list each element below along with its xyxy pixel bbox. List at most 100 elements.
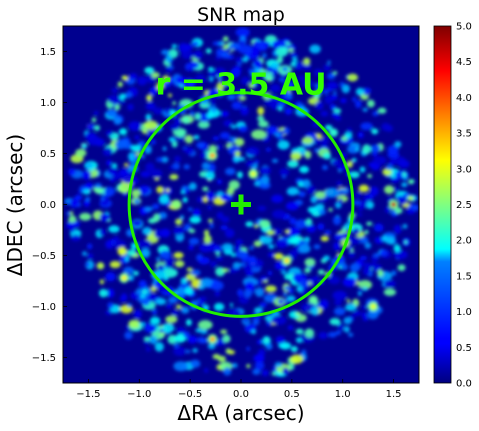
speckle-blob (200, 151, 207, 159)
speckle-blob (200, 329, 208, 335)
speckle-blob (355, 100, 362, 109)
speckle-blob (126, 249, 137, 257)
speckle-blob (364, 229, 369, 235)
speckle-blob (224, 228, 235, 238)
speckle-blob (260, 276, 268, 281)
speckle-blob (147, 101, 155, 110)
speckle-blob (235, 27, 250, 38)
speckle-blob (111, 87, 118, 93)
speckle-blob (193, 50, 203, 60)
speckle-blob (79, 212, 92, 221)
speckle-blob (158, 332, 166, 337)
speckle-blob (287, 159, 299, 168)
speckle-blob (254, 67, 261, 74)
speckle-blob (290, 52, 298, 58)
x-tick-label: 1.5 (386, 389, 402, 400)
speckle-blob (221, 53, 226, 57)
speckle-blob (230, 303, 233, 307)
speckle-blob (332, 290, 347, 301)
speckle-blob (197, 120, 210, 129)
speckle-blob (343, 316, 353, 325)
speckle-blob (238, 125, 248, 133)
speckle-blob (173, 226, 185, 236)
speckle-blob (322, 152, 332, 160)
speckle-blob (168, 137, 175, 143)
speckle-blob (145, 162, 155, 172)
speckle-blob (130, 144, 142, 152)
speckle-blob (357, 206, 363, 212)
speckle-blob (363, 195, 371, 202)
speckle-blob (196, 196, 204, 203)
speckle-blob (145, 113, 152, 121)
speckle-blob (257, 115, 265, 122)
speckle-blob (303, 240, 310, 246)
speckle-blob (257, 106, 265, 116)
speckle-blob (383, 279, 396, 289)
speckle-blob (369, 186, 379, 197)
speckle-blob (304, 267, 311, 274)
y-axis-label: ΔDEC (arcsec) (3, 134, 27, 276)
speckle-blob (371, 261, 376, 266)
speckle-blob (289, 217, 297, 225)
speckle-blob (349, 262, 360, 273)
speckle-blob (224, 167, 236, 176)
speckle-blob (280, 270, 287, 275)
speckle-blob (245, 146, 260, 157)
speckle-blob (322, 164, 328, 171)
speckle-blob (109, 177, 116, 183)
speckle-blob (184, 43, 193, 51)
speckle-blob (328, 331, 337, 338)
speckle-blob (105, 309, 113, 316)
speckle-blob (144, 206, 153, 212)
speckle-blob (311, 306, 320, 316)
colorbar-tick-label: 5.0 (456, 22, 472, 33)
speckle-blob (110, 171, 117, 176)
speckle-blob (385, 124, 393, 132)
speckle-blob (94, 124, 101, 131)
speckle-blob (358, 184, 370, 193)
speckle-blob (168, 165, 175, 170)
speckle-blob (133, 198, 141, 205)
speckle-blob (324, 187, 340, 198)
speckle-blob (173, 334, 187, 343)
speckle-blob (355, 147, 360, 152)
speckle-blob (166, 303, 172, 309)
speckle-blob (165, 66, 172, 73)
speckle-blob (361, 312, 367, 318)
speckle-blob (282, 367, 290, 376)
speckle-blob (187, 335, 198, 344)
speckle-blob (242, 56, 249, 63)
speckle-blob (333, 233, 345, 241)
speckle-blob (318, 89, 325, 94)
speckle-blob (304, 328, 315, 338)
speckle-blob (363, 286, 368, 292)
speckle-blob (183, 223, 192, 232)
speckle-blob (191, 41, 199, 47)
speckle-blob (305, 218, 313, 227)
speckle-blob (313, 68, 323, 77)
x-tick-label: −0.5 (178, 389, 202, 400)
speckle-blob (295, 311, 301, 316)
speckle-blob (324, 230, 331, 235)
speckle-blob (199, 243, 212, 253)
y-tick-label: −1.0 (32, 302, 56, 313)
speckle-blob (225, 47, 232, 53)
speckle-blob (222, 367, 232, 376)
speckle-blob (259, 302, 267, 308)
speckle-blob (401, 182, 408, 188)
speckle-blob (128, 121, 142, 132)
speckle-blob (226, 138, 233, 144)
speckle-blob (251, 129, 267, 140)
speckle-blob (372, 151, 378, 157)
speckle-blob (99, 279, 105, 285)
speckle-blob (302, 63, 312, 71)
speckle-blob (364, 92, 368, 97)
speckle-blob (284, 298, 289, 304)
speckle-blob (151, 72, 160, 79)
speckle-blob (185, 318, 192, 326)
speckle-blob (357, 236, 369, 244)
speckle-blob (265, 343, 273, 350)
speckle-blob (200, 338, 208, 344)
speckle-blob (193, 134, 200, 140)
speckle-blob (82, 251, 87, 256)
